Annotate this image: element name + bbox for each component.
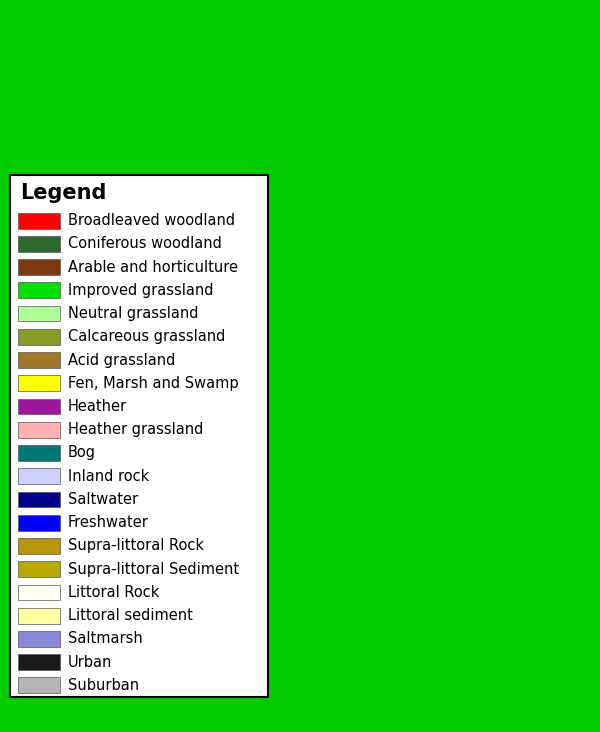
Text: Arable and horticulture: Arable and horticulture [68,260,238,274]
Text: Calcareous grassland: Calcareous grassland [68,329,226,344]
Text: Legend: Legend [20,183,106,203]
FancyBboxPatch shape [18,259,60,275]
Text: Broadleaved woodland: Broadleaved woodland [68,213,235,228]
FancyBboxPatch shape [18,329,60,345]
FancyBboxPatch shape [18,678,60,693]
FancyBboxPatch shape [18,468,60,484]
FancyBboxPatch shape [18,538,60,554]
FancyBboxPatch shape [18,561,60,577]
Text: Neutral grassland: Neutral grassland [68,306,199,321]
Text: Fen, Marsh and Swamp: Fen, Marsh and Swamp [68,376,239,391]
FancyBboxPatch shape [18,376,60,391]
FancyBboxPatch shape [18,654,60,670]
Text: Acid grassland: Acid grassland [68,353,175,367]
FancyBboxPatch shape [18,283,60,298]
Text: Supra-littoral Rock: Supra-littoral Rock [68,539,204,553]
Text: Suburban: Suburban [68,678,139,693]
FancyBboxPatch shape [18,492,60,507]
FancyBboxPatch shape [18,608,60,624]
FancyBboxPatch shape [10,175,268,697]
FancyBboxPatch shape [18,399,60,414]
Text: Heather: Heather [68,399,127,414]
Text: Urban: Urban [68,654,112,670]
Text: Littoral sediment: Littoral sediment [68,608,193,623]
Text: Freshwater: Freshwater [68,515,149,530]
FancyBboxPatch shape [18,422,60,438]
Text: Supra-littoral Sediment: Supra-littoral Sediment [68,561,239,577]
FancyBboxPatch shape [18,213,60,228]
FancyBboxPatch shape [18,306,60,321]
Text: Bog: Bog [68,446,96,460]
Text: Inland rock: Inland rock [68,468,149,484]
Text: Saltwater: Saltwater [68,492,138,507]
Text: Saltmarsh: Saltmarsh [68,632,143,646]
Text: Coniferous woodland: Coniferous woodland [68,236,222,251]
FancyBboxPatch shape [18,352,60,368]
Text: Heather grassland: Heather grassland [68,422,203,437]
Text: Littoral Rock: Littoral Rock [68,585,160,600]
FancyBboxPatch shape [18,631,60,647]
FancyBboxPatch shape [18,236,60,252]
FancyBboxPatch shape [18,515,60,531]
FancyBboxPatch shape [18,445,60,461]
FancyBboxPatch shape [18,585,60,600]
Text: Improved grassland: Improved grassland [68,283,214,298]
